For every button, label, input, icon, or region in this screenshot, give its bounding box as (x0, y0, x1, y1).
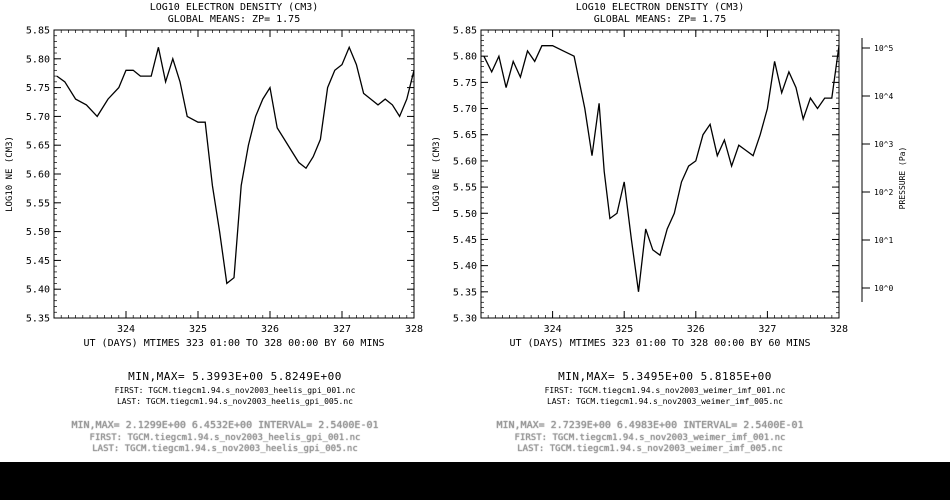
chart-right: LOG10 ELECTRON DENSITY (CM3)GLOBAL MEANS… (432, 2, 848, 349)
chart-left-last-file: LAST: TGCM.tiegcm1.94.s_nov2003_heelis_g… (116, 397, 353, 406)
chart-left-y-tick-label: 5.65 (26, 141, 50, 152)
chart-right-title: LOG10 ELECTRON DENSITY (CM3) (576, 2, 745, 13)
colorbar-tick-label: 10^0 (874, 284, 893, 293)
chart-left-y-tick-label: 5.75 (26, 83, 50, 94)
chart-left-ghost-last: LAST: TGCM.tiegcm1.94.s_nov2003_heelis_g… (92, 444, 358, 454)
chart-right-y-tick-label: 5.55 (453, 183, 477, 194)
chart-left-y-tick-label: 5.40 (26, 285, 50, 296)
chart-right-x-tick-label: 324 (544, 324, 562, 335)
chart-right-ghost-minmax: MIN,MAX= 2.7239E+00 6.4983E+00 INTERVAL=… (496, 420, 804, 431)
chart-left-x-tick-label: 324 (117, 324, 135, 335)
chart-right-ghost-last: LAST: TGCM.tiegcm1.94.s_nov2003_weimer_i… (517, 444, 783, 454)
chart-right-x-tick-label: 328 (830, 324, 848, 335)
chart-left-ghost-info: MIN,MAX= 2.1299E+00 6.4532E+00 INTERVAL=… (30, 420, 420, 454)
chart-left-y-tick-label: 5.35 (26, 314, 50, 325)
chart-left-y-tick-label: 5.45 (26, 256, 50, 267)
chart-left-x-tick-label: 325 (189, 324, 207, 335)
chart-right-y-tick-label: 5.45 (453, 235, 477, 246)
colorbar-tick-label: 10^1 (874, 236, 893, 245)
colorbar-strip: 10^5 10^4 10^3 10^2 10^1 10^0 PRESSURE (Pa) (861, 38, 907, 302)
chart-left: LOG10 ELECTRON DENSITY (CM3)GLOBAL MEANS… (5, 2, 423, 349)
colorbar-tick-label: 10^4 (874, 92, 893, 101)
chart-left-x-axis-label: UT (DAYS) MTIMES 323 01:00 TO 328 00:00 … (83, 338, 384, 349)
chart-left-y-tick-label: 5.70 (26, 112, 50, 123)
chart-right-series-line (483, 45, 840, 292)
chart-right-ghost-first: FIRST: TGCM.tiegcm1.94.s_nov2003_weimer_… (514, 433, 786, 443)
chart-right-subtitle: GLOBAL MEANS: ZP= 1.75 (594, 14, 726, 25)
colorbar-tick-label: 10^5 (874, 44, 893, 53)
chart-left-ghost-minmax: MIN,MAX= 2.1299E+00 6.4532E+00 INTERVAL=… (71, 420, 379, 431)
colorbar-side-label: PRESSURE (Pa) (898, 147, 907, 210)
chart-left-title: LOG10 ELECTRON DENSITY (CM3) (150, 2, 319, 13)
chart-right-y-tick-label: 5.30 (453, 314, 477, 325)
chart-left-subtitle: GLOBAL MEANS: ZP= 1.75 (168, 14, 300, 25)
chart-left-x-tick-label: 328 (405, 324, 423, 335)
chart-right-first-file: FIRST: TGCM.tiegcm1.94.s_nov2003_weimer_… (544, 386, 786, 395)
chart-left-y-tick-label: 5.60 (26, 170, 50, 181)
chart-right-plot-frame (480, 29, 840, 319)
chart-right-y-tick-label: 5.80 (453, 52, 477, 63)
chart-left-y-tick-label: 5.85 (26, 26, 50, 37)
chart-right-ghost-info: MIN,MAX= 2.7239E+00 6.4983E+00 INTERVAL=… (450, 420, 850, 454)
chart-right-y-tick-label: 5.75 (453, 78, 477, 89)
chart-left-x-tick-label: 327 (333, 324, 351, 335)
chart-right-y-tick-label: 5.70 (453, 104, 477, 115)
chart-right-info: MIN,MAX= 5.3495E+00 5.8185E+00 FIRST: TG… (480, 370, 850, 406)
chart-right-x-tick-label: 326 (687, 324, 705, 335)
chart-left-y-tick-label: 5.55 (26, 198, 50, 209)
chart-right-y-tick-label: 5.40 (453, 261, 477, 272)
chart-right-x-axis-label: UT (DAYS) MTIMES 323 01:00 TO 328 00:00 … (509, 338, 810, 349)
chart-left-info: MIN,MAX= 5.3993E+00 5.8249E+00 FIRST: TG… (50, 370, 420, 406)
chart-left-series-line (56, 45, 415, 285)
chart-right-y-tick-label: 5.85 (453, 26, 477, 37)
chart-right-x-tick-label: 327 (758, 324, 776, 335)
chart-left-ghost-first: FIRST: TGCM.tiegcm1.94.s_nov2003_heelis_… (89, 433, 361, 443)
chart-left-y-tick-label: 5.50 (26, 227, 50, 238)
chart-right-y-tick-label: 5.35 (453, 287, 477, 298)
chart-right-y-tick-label: 5.65 (453, 130, 477, 141)
chart-left-x-tick-label: 326 (261, 324, 279, 335)
chart-right-x-tick-label: 325 (615, 324, 633, 335)
chart-right-last-file: LAST: TGCM.tiegcm1.94.s_nov2003_weimer_i… (546, 397, 783, 406)
chart-right-y-axis-label: LOG10 NE (CM3) (432, 136, 442, 212)
chart-right-minmax: MIN,MAX= 5.3495E+00 5.8185E+00 (558, 370, 772, 383)
chart-left-first-file: FIRST: TGCM.tiegcm1.94.s_nov2003_heelis_… (114, 386, 356, 395)
colorbar-tick-label: 10^3 (874, 140, 893, 149)
chart-right-y-tick-label: 5.50 (453, 209, 477, 220)
chart-left-y-tick-label: 5.80 (26, 54, 50, 65)
chart-left-y-axis-label: LOG10 NE (CM3) (5, 136, 15, 212)
colorbar-tick-label: 10^2 (874, 188, 893, 197)
chart-right-y-tick-label: 5.60 (453, 156, 477, 167)
bottom-black-band (0, 462, 950, 500)
chart-left-minmax: MIN,MAX= 5.3993E+00 5.8249E+00 (128, 370, 342, 383)
